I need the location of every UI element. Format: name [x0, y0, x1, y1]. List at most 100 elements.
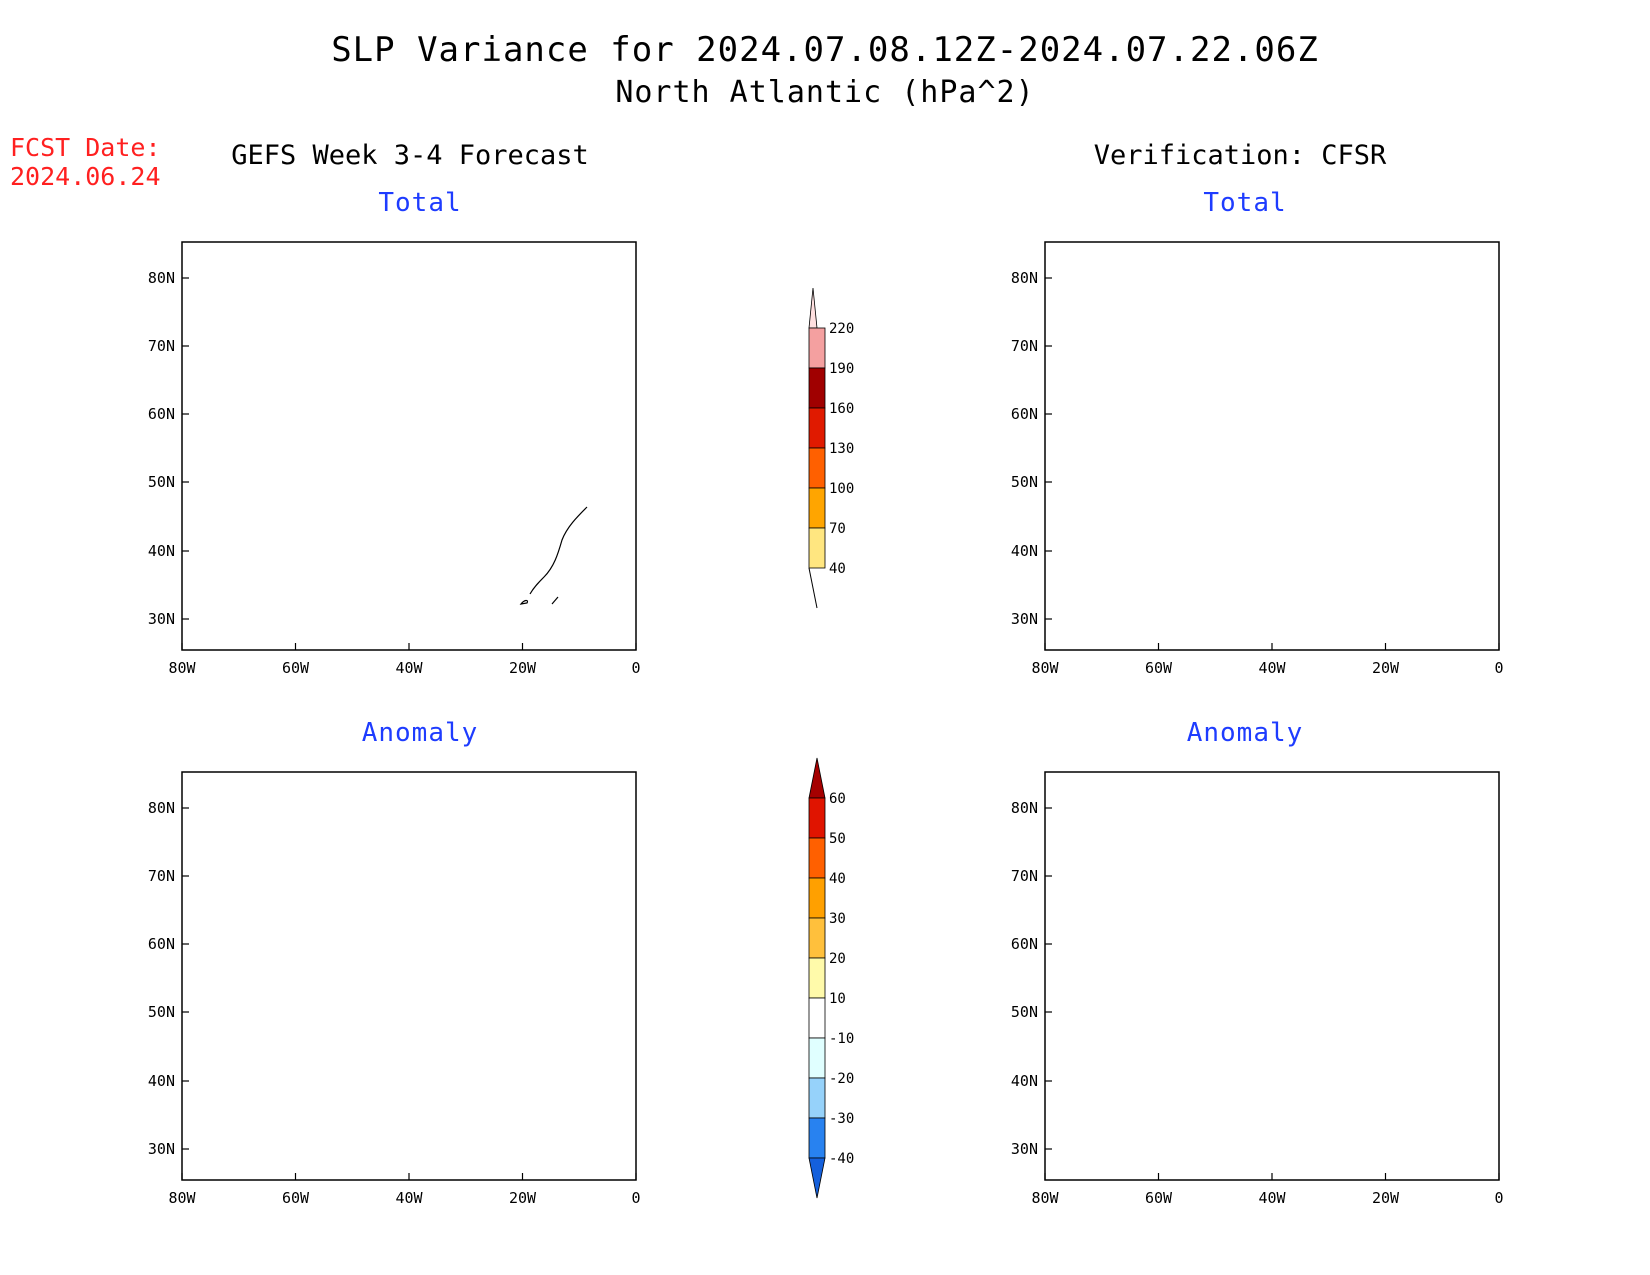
map-frame — [181, 771, 637, 1181]
lat-tick-label: 30N — [1011, 610, 1038, 628]
figure-subtitle: North Atlantic (hPa^2) — [615, 75, 1035, 110]
colorbar-anomaly-label: 20 — [829, 951, 846, 967]
lat-tick-label: 80N — [148, 799, 175, 817]
lat-tick-label: 70N — [1011, 337, 1038, 355]
lon-tick-label: 20W — [509, 1189, 537, 1207]
colorbar-anomaly-label: 50 — [829, 831, 846, 847]
panel-title-verification-anomaly: Anomaly — [1186, 718, 1304, 748]
fcst-date-value: 2024.06.24 — [10, 162, 161, 191]
colorbar-total-label: 220 — [829, 321, 854, 337]
colorbar-anomaly: 60 50 40 30 20 10 -10 -20 -30 -40 — [808, 757, 854, 1199]
panel-forecast-anomaly — [181, 771, 637, 1181]
coastline — [182, 784, 614, 1134]
colorbar-total-label: 100 — [829, 481, 854, 497]
colorbar-anomaly-segment — [808, 797, 826, 839]
lon-tick-label: 80W — [168, 1189, 196, 1207]
lat-tick-label: 50N — [1011, 473, 1038, 491]
lat-tick-label: 70N — [1011, 867, 1038, 885]
colorbar-anomaly-label: 30 — [829, 911, 846, 927]
lon-tick-label: 20W — [1372, 659, 1400, 677]
lat-tick-label: 50N — [148, 1003, 175, 1021]
lon-tick-label: 80W — [1031, 1189, 1059, 1207]
lat-tick-label: 40N — [148, 1072, 175, 1090]
colorbar-anomaly-label: -40 — [829, 1151, 854, 1167]
colorbar-total-label: 40 — [829, 561, 846, 577]
fcst-date-label: FCST Date: — [10, 133, 161, 162]
panel-forecast-total — [181, 241, 637, 651]
lon-tick-label: 60W — [1145, 1189, 1173, 1207]
colorbar-total-label: 160 — [829, 401, 854, 417]
lon-tick-label: 20W — [509, 659, 537, 677]
column-header-verification: Verification: CFSR — [1093, 140, 1387, 171]
panel-title-forecast-total: Total — [378, 188, 462, 218]
colorbar-anomaly-label: 10 — [829, 991, 846, 1007]
lon-tick-label: 80W — [1031, 659, 1059, 677]
lat-tick-label: 60N — [1011, 935, 1038, 953]
figure-title: SLP Variance for 2024.07.08.12Z-2024.07.… — [331, 30, 1319, 70]
colorbar-anomaly-segment — [808, 877, 826, 919]
colorbar-total-label: 70 — [829, 521, 846, 537]
axes-layer: 80W 60W 40W 20W 0 80N 70N 60N 50N 40N 30N 80W 60W 40W… — [148, 269, 1504, 1207]
variance-contour-fill — [182, 303, 636, 472]
panel-verification-total — [1044, 241, 1500, 651]
lon-tick-label: 60W — [1145, 659, 1173, 677]
lon-tick-label: 20W — [1372, 1189, 1400, 1207]
colorbar-anomaly-segment — [808, 917, 826, 959]
map-frame — [181, 241, 637, 651]
lon-tick-label: 80W — [168, 659, 196, 677]
colorbar-anomaly-label: 40 — [829, 871, 846, 887]
lat-tick-label: 60N — [1011, 405, 1038, 423]
colorbar-total-label: 130 — [829, 441, 854, 457]
lon-tick-label: 0 — [631, 1189, 640, 1207]
colorbar-anomaly-label: -20 — [829, 1071, 854, 1087]
lat-tick-label: 40N — [1011, 1072, 1038, 1090]
column-header-forecast: GEFS Week 3-4 Forecast — [231, 140, 589, 171]
panel-verification-anomaly — [1044, 771, 1500, 1181]
lat-tick-label: 40N — [148, 542, 175, 560]
coastline — [1045, 254, 1477, 604]
lon-tick-label: 0 — [1494, 659, 1503, 677]
colorbar-anomaly-label: 60 — [829, 791, 846, 807]
lat-tick-label: 30N — [1011, 1140, 1038, 1158]
lat-tick-label: 80N — [1011, 269, 1038, 287]
lon-tick-label: 40W — [1258, 1189, 1286, 1207]
lat-tick-label: 80N — [1011, 799, 1038, 817]
lat-tick-label: 80N — [148, 269, 175, 287]
colorbar-anomaly-segment — [808, 837, 826, 879]
panel-title-verification-total: Total — [1203, 188, 1287, 218]
lat-tick-label: 50N — [148, 473, 175, 491]
lat-tick-label: 70N — [148, 867, 175, 885]
lon-tick-label: 60W — [282, 1189, 310, 1207]
colorbar-anomaly-cap-bottom — [808, 1157, 826, 1199]
colorbar-total-label: 190 — [829, 361, 854, 377]
anomaly-contour-fill — [186, 1010, 226, 1027]
colorbar-anomaly-segment — [808, 997, 826, 1039]
lon-tick-label: 40W — [395, 1189, 423, 1207]
lat-tick-label: 30N — [148, 1140, 175, 1158]
variance-contour-fill — [1045, 309, 1437, 520]
anomaly-contour-fill — [1045, 772, 1480, 1086]
colorbar-anomaly-segment — [808, 1037, 826, 1079]
colorbar-anomaly-cap-top — [808, 757, 826, 799]
colorbar-anomaly-label: -30 — [829, 1111, 854, 1127]
lon-tick-label: 40W — [395, 659, 423, 677]
lat-tick-label: 40N — [1011, 542, 1038, 560]
colorbar-anomaly-segment — [808, 957, 826, 999]
colorbar-total: 40 70 100 130 160 190 220 — [808, 287, 854, 609]
colorbar-anomaly-label: -10 — [829, 1031, 854, 1047]
lon-tick-label: 0 — [631, 659, 640, 677]
lat-tick-label: 60N — [148, 935, 175, 953]
coastline — [364, 484, 615, 605]
map-frame — [1044, 771, 1500, 1181]
lat-tick-label: 70N — [148, 337, 175, 355]
coastline — [1045, 784, 1477, 1134]
map-frame — [1044, 241, 1500, 651]
lon-tick-label: 0 — [1494, 1189, 1503, 1207]
colorbar-anomaly-segment — [808, 1117, 826, 1159]
lat-tick-label: 50N — [1011, 1003, 1038, 1021]
lat-tick-label: 60N — [148, 405, 175, 423]
lat-tick-label: 30N — [148, 610, 175, 628]
lon-tick-label: 40W — [1258, 659, 1286, 677]
colorbar-anomaly-segment — [808, 1077, 826, 1119]
